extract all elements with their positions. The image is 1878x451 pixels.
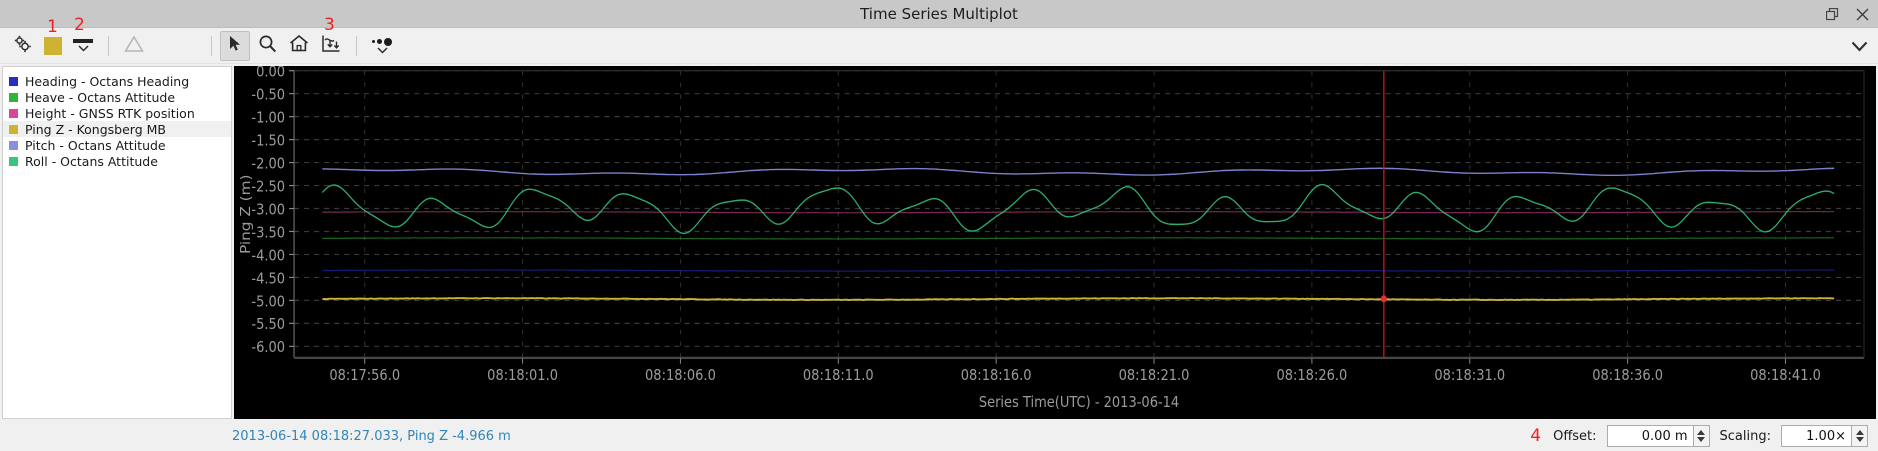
scaling-label: Scaling: xyxy=(1719,428,1771,444)
pointer-arrow-icon xyxy=(227,35,243,56)
series-color-swatch-icon xyxy=(44,36,62,55)
stepper-up-icon[interactable] xyxy=(1855,430,1864,435)
legend-color-swatch xyxy=(9,124,18,134)
stepper-down-icon[interactable] xyxy=(1697,437,1706,442)
svg-text:08:18:21.0: 08:18:21.0 xyxy=(1119,367,1190,384)
svg-text:08:18:26.0: 08:18:26.0 xyxy=(1276,367,1347,384)
toolbar-separator-3 xyxy=(356,35,357,56)
marker-size-button[interactable] xyxy=(367,31,397,61)
svg-text:-4.00: -4.00 xyxy=(251,247,285,264)
svg-text:08:18:01.0: 08:18:01.0 xyxy=(487,367,558,384)
legend-label: Pitch - Octans Attitude xyxy=(25,137,166,153)
legend-color-swatch xyxy=(9,92,18,102)
legend-label: Heading - Octans Heading xyxy=(25,73,190,89)
svg-text:-1.50: -1.50 xyxy=(251,133,285,150)
close-icon[interactable] xyxy=(1854,6,1870,22)
main-toolbar: 1 2 xyxy=(0,16,1878,64)
svg-text:-1.00: -1.00 xyxy=(251,110,285,127)
svg-text:08:18:36.0: 08:18:36.0 xyxy=(1592,367,1663,384)
svg-text:-3.50: -3.50 xyxy=(251,224,285,241)
marker-size-icon xyxy=(372,37,392,54)
offset-input[interactable] xyxy=(1606,425,1693,447)
zoom-tool-button[interactable] xyxy=(252,31,282,61)
svg-text:-5.00: -5.00 xyxy=(251,293,285,310)
float-restore-icon[interactable] xyxy=(1824,6,1840,22)
window-buttons xyxy=(1824,0,1870,28)
scaling-spinner[interactable] xyxy=(1781,425,1868,447)
settings-button[interactable] xyxy=(8,31,38,61)
home-icon xyxy=(289,34,309,57)
cursor-readout: 2013-06-14 08:18:27.033, Ping Z -4.966 m xyxy=(232,428,511,444)
style-tool-group: 1 2 xyxy=(8,16,149,61)
toolbar-separator-1 xyxy=(108,35,109,56)
shape-button[interactable] xyxy=(119,31,149,61)
magnifier-icon xyxy=(258,34,277,57)
legend-color-swatch xyxy=(9,76,18,86)
legend-item[interactable]: Heave - Octans Attitude xyxy=(3,89,231,105)
navigation-tool-group: 3 xyxy=(220,16,397,61)
offset-label: Offset: xyxy=(1553,428,1597,444)
status-bar: 2013-06-14 08:18:27.033, Ping Z -4.966 m… xyxy=(0,421,1878,451)
legend-item[interactable]: Ping Z - Kongsberg MB xyxy=(3,121,231,137)
autoscale-button[interactable]: 3 xyxy=(316,16,346,61)
svg-text:08:17:56.0: 08:17:56.0 xyxy=(329,367,400,384)
pointer-tool-button[interactable] xyxy=(220,30,250,61)
content-area: Heading - Octans Heading Heave - Octans … xyxy=(0,64,1878,421)
line-style-button[interactable]: 2 xyxy=(68,16,98,61)
svg-text:-4.50: -4.50 xyxy=(251,270,285,287)
offset-stepper[interactable] xyxy=(1692,425,1710,447)
svg-text:-6.00: -6.00 xyxy=(251,339,285,356)
svg-text:-0.50: -0.50 xyxy=(251,87,285,104)
legend-label: Height - GNSS RTK position xyxy=(25,105,195,121)
legend-item[interactable]: Height - GNSS RTK position xyxy=(3,105,231,121)
toolbar-overflow[interactable] xyxy=(1851,28,1868,64)
window-titlebar: ······ Time Series Multiplot xyxy=(0,0,1878,28)
status-controls: 4 Offset: Scaling: xyxy=(1530,425,1868,447)
series-legend-panel[interactable]: Heading - Octans Heading Heave - Octans … xyxy=(2,66,232,419)
svg-text:08:18:31.0: 08:18:31.0 xyxy=(1434,367,1505,384)
legend-color-swatch xyxy=(9,108,18,118)
toolbar-separator-2 xyxy=(211,35,212,56)
svg-text:0.00: 0.00 xyxy=(256,66,285,81)
svg-text:Ping Z (m): Ping Z (m) xyxy=(239,175,254,255)
legend-color-swatch xyxy=(9,156,18,166)
color-swatch-button[interactable]: 1 xyxy=(40,18,66,59)
plot-svg: 08:17:56.0 08:18:01.0 08:18:06.0 08:18:11.0… xyxy=(234,66,1876,419)
offset-spinner[interactable] xyxy=(1606,425,1710,447)
svg-text:-3.00: -3.00 xyxy=(251,201,285,218)
dock-grip-icon[interactable]: ······ xyxy=(924,0,954,5)
legend-color-swatch xyxy=(9,140,18,150)
scaling-input[interactable] xyxy=(1781,425,1851,447)
legend-label: Roll - Octans Attitude xyxy=(25,153,158,169)
svg-text:08:18:16.0: 08:18:16.0 xyxy=(961,367,1032,384)
legend-item[interactable]: Pitch - Octans Attitude xyxy=(3,137,231,153)
gears-icon xyxy=(12,34,34,58)
legend-label: Ping Z - Kongsberg MB xyxy=(25,121,166,137)
chevron-down-icon xyxy=(1851,37,1868,56)
svg-text:-2.00: -2.00 xyxy=(251,156,285,173)
legend-label: Heave - Octans Attitude xyxy=(25,89,176,105)
svg-text:08:18:06.0: 08:18:06.0 xyxy=(645,367,716,384)
svg-text:Series Time(UTC) - 2013-06-14: Series Time(UTC) - 2013-06-14 xyxy=(979,394,1179,411)
line-style-icon xyxy=(70,39,96,52)
svg-text:-5.50: -5.50 xyxy=(251,316,285,333)
badge-4: 4 xyxy=(1530,426,1542,446)
legend-item[interactable]: Heading - Octans Heading xyxy=(3,73,231,89)
legend-item[interactable]: Roll - Octans Attitude xyxy=(3,153,231,169)
autoscale-icon xyxy=(321,34,341,57)
scaling-stepper[interactable] xyxy=(1851,425,1868,447)
triangle-icon xyxy=(124,35,144,57)
stepper-down-icon[interactable] xyxy=(1855,437,1864,442)
home-tool-button[interactable] xyxy=(284,31,314,61)
svg-text:08:18:41.0: 08:18:41.0 xyxy=(1750,367,1821,384)
svg-text:-2.50: -2.50 xyxy=(251,179,285,196)
plot-canvas[interactable]: 08:17:56.0 08:18:01.0 08:18:06.0 08:18:11.0… xyxy=(234,66,1876,419)
svg-text:08:18:11.0: 08:18:11.0 xyxy=(803,367,874,384)
stepper-up-icon[interactable] xyxy=(1697,430,1706,435)
window-title: Time Series Multiplot xyxy=(860,4,1018,23)
